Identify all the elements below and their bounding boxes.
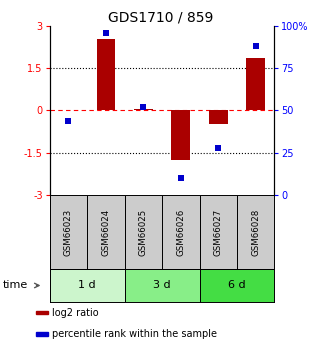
Bar: [237, 195, 274, 269]
Bar: [125, 195, 162, 269]
Bar: [36, 333, 48, 336]
Text: GSM66026: GSM66026: [176, 208, 185, 256]
Bar: [134, 109, 153, 110]
Bar: [247, 58, 265, 110]
Text: log2 ratio: log2 ratio: [52, 308, 98, 318]
Text: 3 d: 3 d: [153, 280, 171, 290]
Text: 6 d: 6 d: [228, 280, 246, 290]
Bar: [87, 195, 125, 269]
Text: GSM66023: GSM66023: [64, 208, 73, 256]
Bar: [50, 269, 125, 302]
Text: percentile rank within the sample: percentile rank within the sample: [52, 329, 217, 339]
Bar: [125, 269, 200, 302]
Text: GSM66024: GSM66024: [101, 208, 110, 256]
Bar: [200, 269, 274, 302]
Bar: [36, 311, 48, 314]
Text: GSM66025: GSM66025: [139, 208, 148, 256]
Bar: [50, 195, 87, 269]
Bar: [171, 110, 190, 160]
Bar: [209, 110, 228, 125]
Text: GSM66027: GSM66027: [214, 208, 223, 256]
Text: GDS1710 / 859: GDS1710 / 859: [108, 10, 213, 24]
Bar: [200, 195, 237, 269]
Bar: [97, 39, 115, 110]
Text: GSM66028: GSM66028: [251, 208, 260, 256]
Text: 1 d: 1 d: [78, 280, 96, 290]
Text: time: time: [3, 280, 29, 290]
Bar: [162, 195, 200, 269]
